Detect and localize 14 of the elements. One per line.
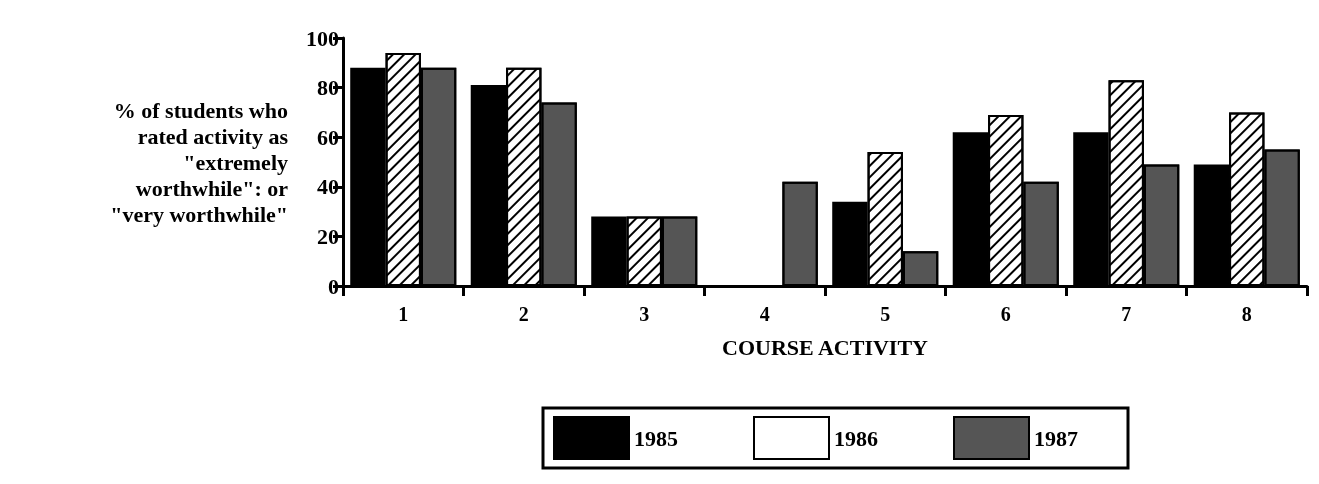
x-axis-title: COURSE ACTIVITY (722, 334, 929, 360)
x-tick-label: 2 (518, 303, 529, 325)
legend-label: 1986 (834, 425, 878, 451)
y-axis-title: % of students who rated activity as "extremely worthwhile": or "very worthwhile" (110, 97, 289, 227)
legend-label: 1985 (634, 425, 678, 451)
legend-label: 1987 (1034, 425, 1078, 451)
x-tick-label: 5 (880, 303, 891, 325)
x-tick-label: 3 (639, 303, 650, 325)
x-tick-label: 6 (1000, 303, 1011, 325)
x-tick-label: 8 (1241, 303, 1252, 325)
x-tick-label: 1 (398, 303, 409, 325)
y-tick-label: 100 (306, 25, 339, 51)
x-tick-label: 4 (759, 303, 770, 325)
x-tick-label: 7 (1121, 303, 1132, 325)
